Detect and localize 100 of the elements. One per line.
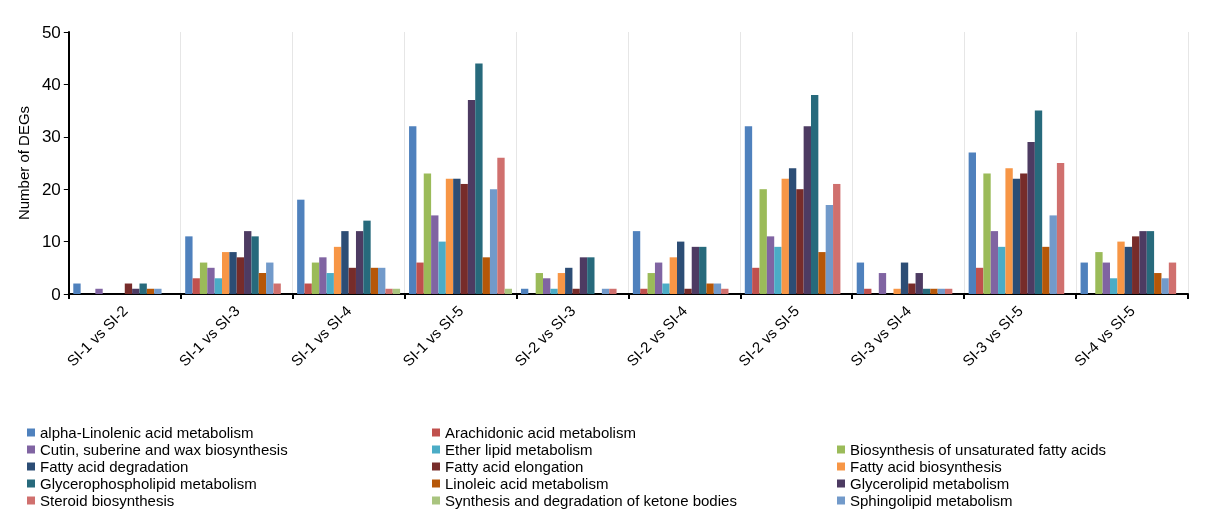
bar (677, 241, 685, 294)
bar (833, 183, 841, 294)
bar (467, 100, 476, 294)
bar (752, 267, 760, 294)
bar (392, 288, 401, 294)
x-tick-label: SI-1 vs SI-3 (175, 301, 243, 370)
bar (632, 231, 641, 294)
bar (774, 246, 782, 294)
bar (124, 283, 133, 294)
bar (185, 236, 193, 294)
bar (1012, 178, 1021, 294)
bar (1005, 168, 1013, 294)
bar (385, 288, 393, 294)
bar (944, 288, 953, 294)
bar (378, 267, 386, 294)
legend-label: Sphingolipid metabolism (850, 492, 1013, 509)
bar (878, 273, 887, 294)
bar (520, 288, 529, 294)
legend-label: Cutin, suberine and wax biosynthesis (40, 441, 288, 458)
bar (445, 178, 454, 294)
bar (930, 288, 938, 294)
bar (409, 126, 417, 294)
legend-label: Linoleic acid metabolism (445, 475, 609, 492)
legend-label: Arachidonic acid metabolism (445, 424, 636, 441)
x-tick-label: SI-3 vs SI-4 (846, 301, 915, 370)
bar (460, 183, 468, 294)
bar (699, 246, 707, 294)
bar (990, 231, 999, 294)
y-tick-label: 50 (41, 22, 61, 42)
bar (975, 267, 984, 294)
bar (453, 178, 461, 294)
legend-label: Ether lipid metabolism (445, 441, 593, 458)
bar (95, 288, 103, 294)
bar (497, 157, 505, 294)
bar (1042, 246, 1050, 294)
bar (565, 267, 573, 294)
bar (146, 288, 155, 294)
bar (1056, 163, 1065, 294)
bar (587, 257, 595, 294)
bar (423, 173, 432, 294)
bar (154, 288, 162, 294)
bar (864, 288, 872, 294)
legend-label: Fatty acid biosynthesis (850, 458, 1002, 475)
bar (900, 262, 909, 294)
bar (355, 231, 364, 294)
bar (1080, 262, 1088, 294)
bar (319, 257, 327, 294)
bar (1027, 142, 1035, 294)
bar (915, 273, 923, 294)
bar (706, 283, 714, 294)
x-tick-label: SI-1 vs SI-2 (63, 301, 131, 370)
bar (1124, 246, 1133, 294)
bar (363, 220, 371, 294)
bar (348, 267, 356, 294)
bar (1020, 173, 1028, 294)
bar (684, 288, 692, 294)
bar (1102, 262, 1110, 294)
bar (1049, 215, 1057, 294)
bar (1168, 262, 1177, 294)
bar (229, 252, 237, 294)
bar (139, 283, 147, 294)
x-tick-label: SI-2 vs SI-4 (623, 301, 691, 370)
bar (810, 94, 819, 294)
x-tick-label: SI-2 vs SI-5 (734, 301, 803, 370)
legend-label: Glycerolipid metabolism (850, 475, 1010, 492)
bar (416, 262, 424, 294)
bar (482, 257, 490, 294)
bar (998, 246, 1006, 294)
y-tick-label: 10 (41, 232, 61, 252)
bar (968, 152, 976, 294)
bar (199, 262, 208, 294)
bar (557, 273, 566, 294)
bar (438, 241, 446, 294)
y-tick-label: 40 (41, 74, 61, 94)
bar (640, 288, 648, 294)
y-tick-label: 30 (41, 127, 61, 147)
x-tick-label: SI-2 vs SI-3 (511, 301, 579, 370)
y-tick-label: 20 (41, 179, 61, 199)
bar (818, 252, 826, 294)
bar (788, 168, 797, 294)
bar (803, 126, 811, 294)
bar (572, 288, 580, 294)
bar (1095, 252, 1103, 294)
bar (304, 283, 312, 294)
bar (691, 246, 700, 294)
bar (662, 283, 670, 294)
bar (1117, 241, 1125, 294)
bar (654, 262, 663, 294)
bar (1132, 236, 1140, 294)
bar (983, 173, 991, 294)
bar (669, 257, 678, 294)
bar (744, 126, 753, 294)
bar (273, 283, 281, 294)
bar (266, 262, 274, 294)
bar (258, 273, 267, 294)
y-axis-title: Number of DEGs (15, 105, 32, 221)
bar (192, 278, 200, 294)
bar (244, 231, 252, 294)
bar (431, 215, 439, 294)
bar (908, 283, 916, 294)
